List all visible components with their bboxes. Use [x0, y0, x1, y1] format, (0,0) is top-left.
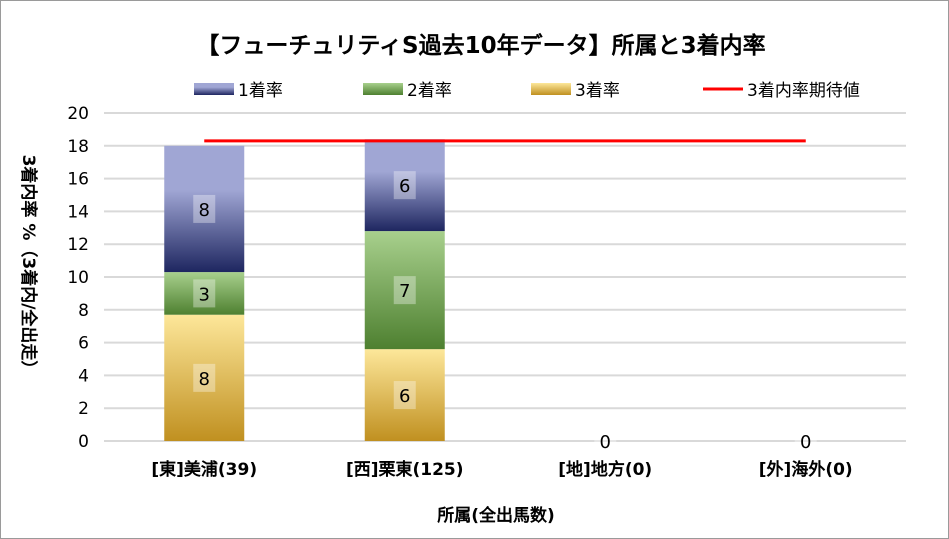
legend-item: 2着率 — [363, 81, 452, 101]
data-label: 8 — [199, 200, 210, 221]
bar-1着率 — [364, 139, 445, 232]
y-tick-label: 16 — [67, 170, 89, 190]
data-label-bg — [193, 194, 216, 223]
bar-1着率 — [164, 145, 245, 273]
bar-2着率 — [364, 231, 445, 350]
data-label-bg — [393, 276, 416, 305]
data-label-bg — [393, 381, 416, 410]
data-label: 0 — [600, 432, 611, 453]
x-tick-label: [東]美浦(39) — [151, 459, 257, 480]
svg-text:3着内率期待値: 3着内率期待値 — [747, 81, 860, 101]
y-tick-label: 10 — [67, 268, 89, 288]
data-label: 3 — [199, 284, 210, 305]
y-tick-label: 14 — [67, 202, 89, 222]
chart-title: 【フューチュリティS過去10年データ】所属と3着内率 — [196, 32, 765, 59]
data-label: 8 — [199, 369, 210, 390]
x-tick-label: [西]栗東(125) — [346, 459, 464, 480]
y-tick-label: 18 — [67, 137, 89, 157]
y-tick-label: 8 — [78, 301, 89, 321]
y-tick-label: 12 — [67, 235, 89, 255]
bar-3着率 — [164, 314, 245, 441]
y-axis-label: 3着内率 %（3着内/全出走） — [18, 155, 39, 378]
data-label-bg — [393, 171, 416, 200]
svg-text:1着率: 1着率 — [238, 81, 283, 101]
data-label: 6 — [399, 176, 410, 197]
legend-item: 3着内率期待値 — [703, 81, 860, 101]
legend-item: 1着率 — [194, 81, 283, 101]
legend-item: 3着率 — [531, 81, 620, 101]
y-tick-label: 0 — [78, 432, 89, 452]
data-label: 0 — [800, 432, 811, 453]
y-tick-label: 6 — [78, 334, 89, 354]
data-label: 6 — [399, 386, 410, 407]
data-label-bg — [193, 363, 216, 392]
bar-3着率 — [364, 349, 445, 441]
data-label-bg — [794, 427, 817, 455]
bar-2着率 — [164, 272, 245, 315]
y-tick-label: 4 — [78, 366, 89, 386]
x-tick-label: [外]海外(0) — [759, 459, 853, 480]
data-label: 7 — [399, 281, 410, 302]
svg-text:2着率: 2着率 — [407, 81, 452, 101]
legend: 1着率 2着率 3着率 3着内率期待値 — [194, 81, 860, 101]
svg-text:3着率: 3着率 — [575, 81, 620, 101]
y-tick-label: 2 — [78, 399, 89, 419]
data-label-bg — [193, 279, 216, 308]
data-label-bg — [594, 427, 617, 455]
x-tick-label: [地]地方(0) — [558, 459, 652, 480]
x-axis-label: 所属(全出馬数) — [437, 505, 555, 526]
y-tick-label: 20 — [67, 104, 89, 124]
